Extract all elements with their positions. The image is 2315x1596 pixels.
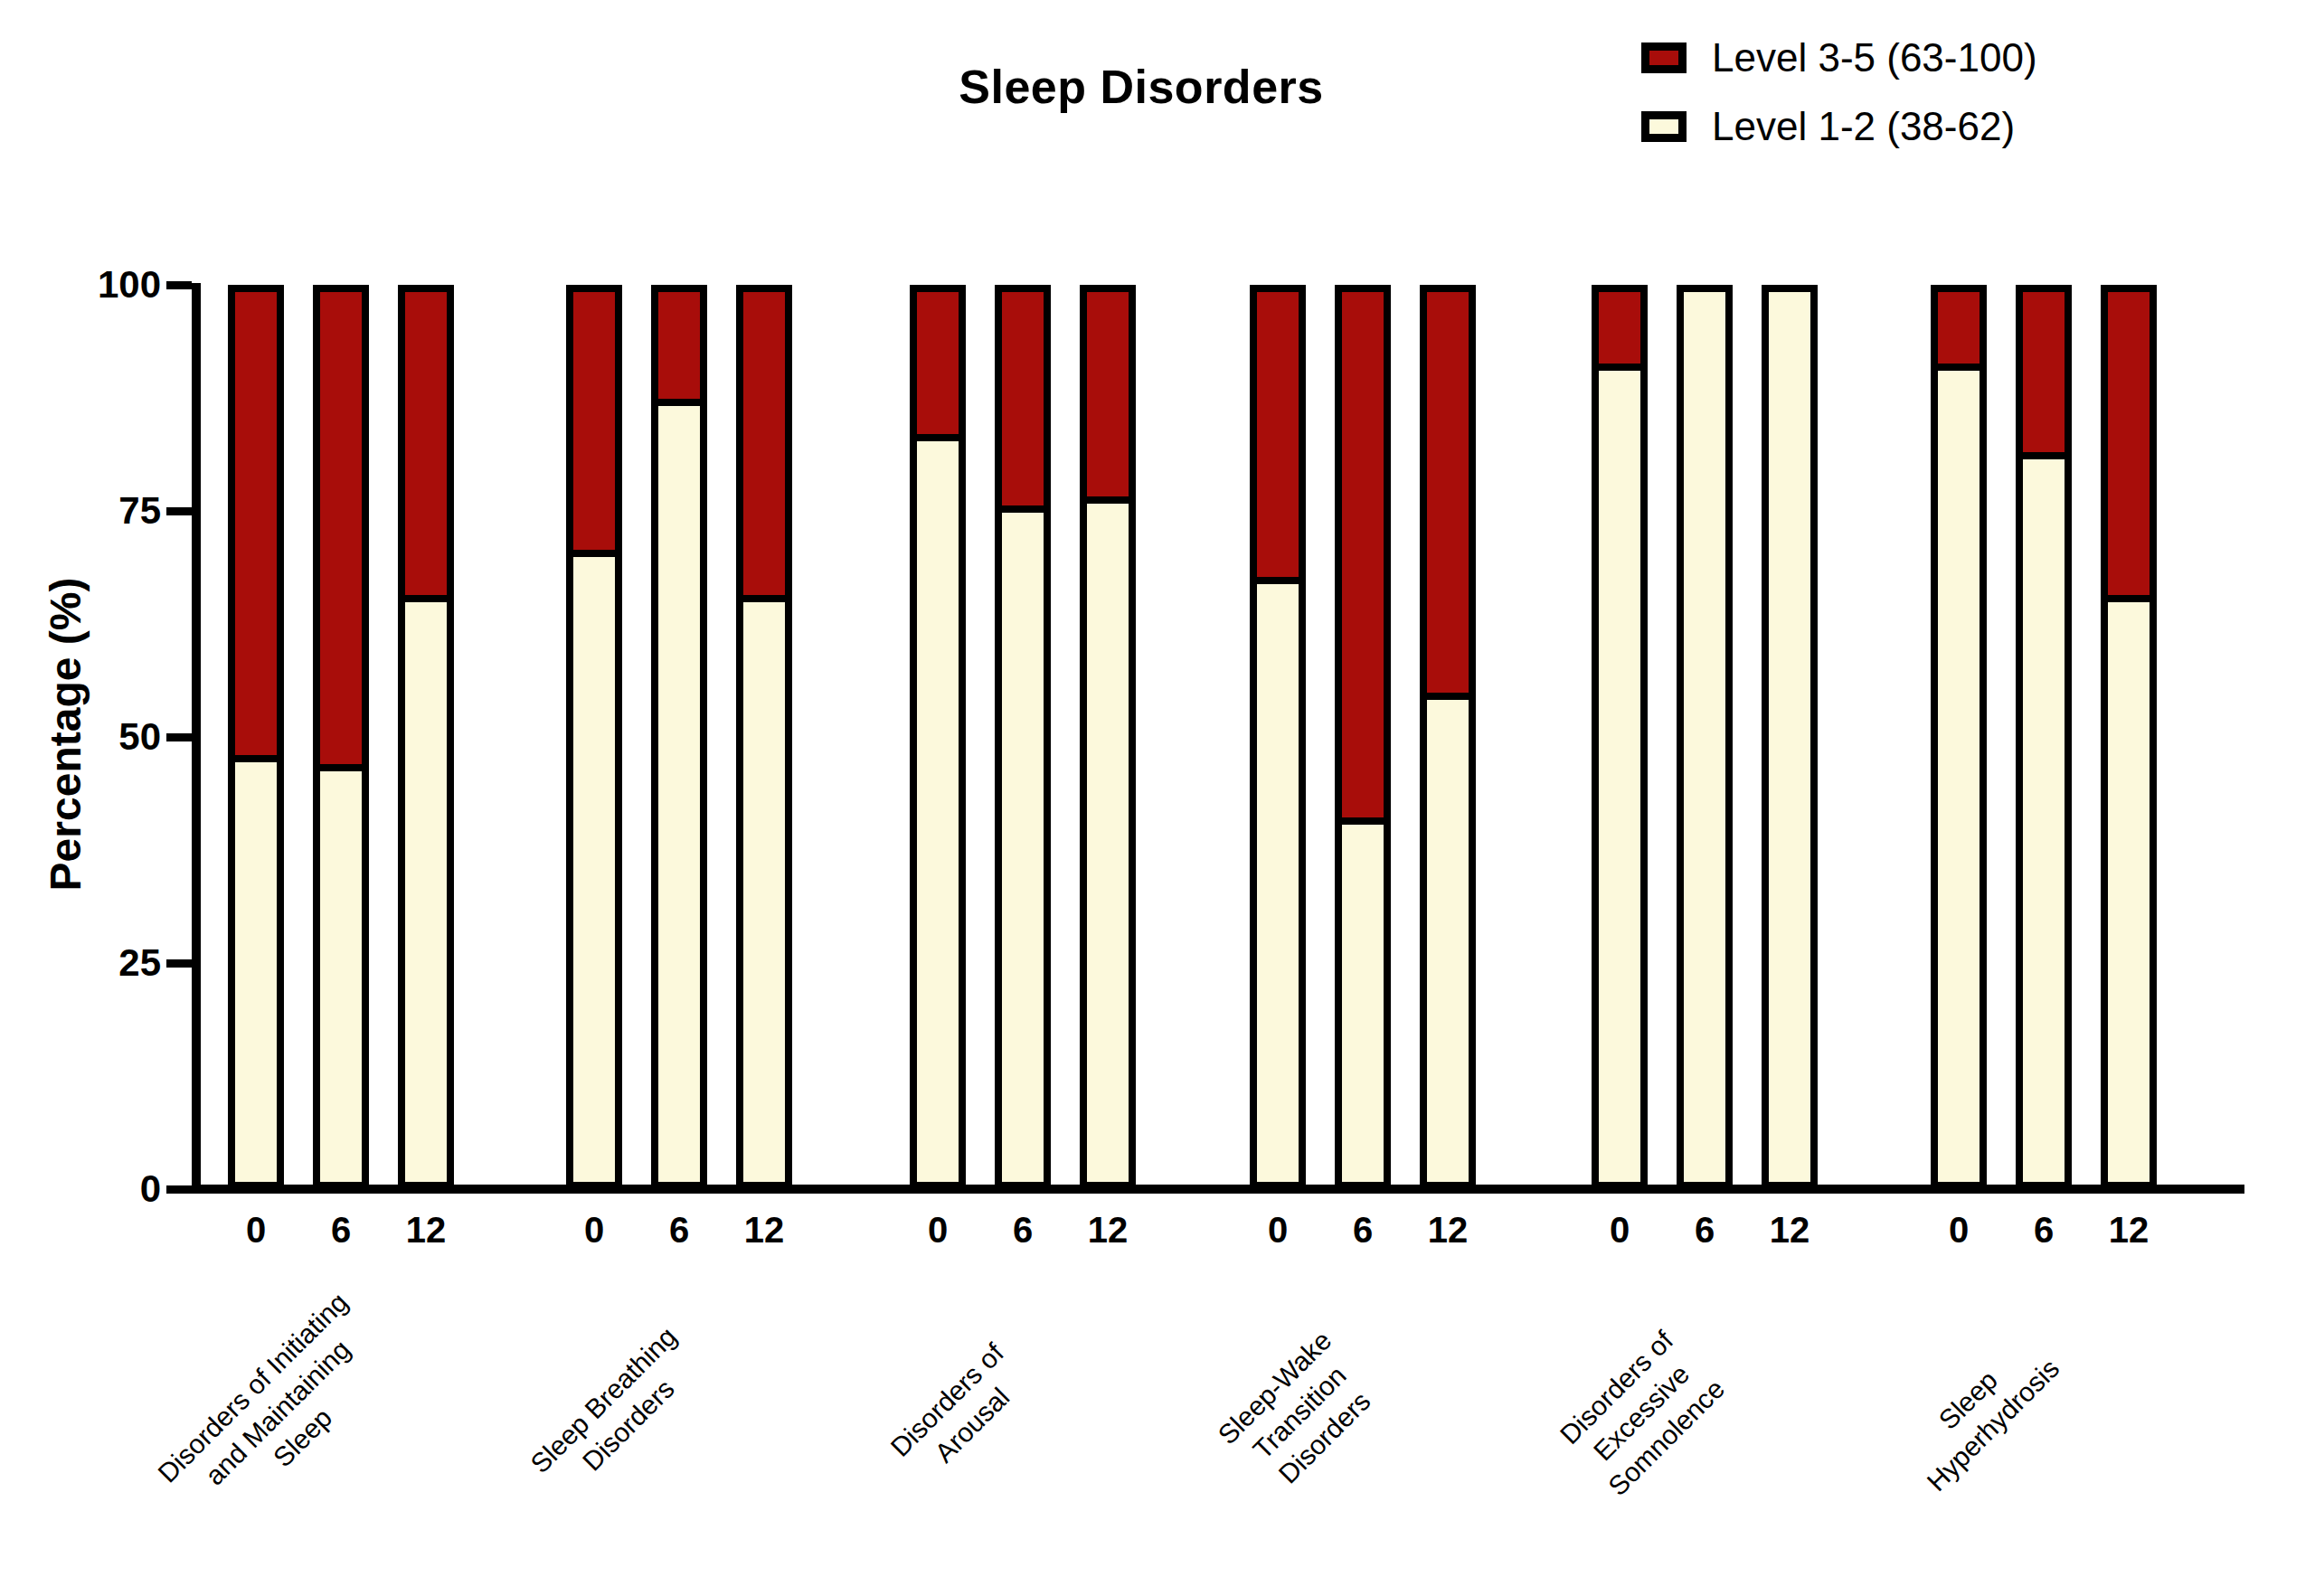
segment-level-1-2: [1769, 292, 1810, 1182]
segment-level-1-2: [320, 764, 362, 1182]
bar-g2-t0: [566, 285, 622, 1189]
category-label-group-3: Disorders of Arousal: [883, 1336, 1036, 1489]
segment-level-1-2: [1257, 577, 1299, 1182]
bar-g5-t6: [1677, 285, 1733, 1189]
bar-g6-t12: [2101, 285, 2157, 1189]
segment-level-3-5: [573, 292, 615, 550]
segment-level-3-5: [917, 292, 959, 434]
x-tick-label: 0: [549, 1210, 639, 1251]
y-tick-label: 25: [36, 944, 161, 982]
y-tick-label: 0: [36, 1170, 161, 1208]
segment-level-1-2: [405, 595, 447, 1182]
x-tick-label: 12: [719, 1210, 809, 1251]
category-label-group-2: Sleep Breathing Disorders: [523, 1319, 709, 1506]
segment-level-1-2: [658, 399, 700, 1182]
category-label-group-5: Disorders of Excessive Somnolence: [1551, 1322, 1733, 1504]
x-tick-label: 6: [1998, 1210, 2089, 1251]
segment-level-1-2: [1938, 364, 1980, 1182]
category-label-group-4: Sleep-Wake Transition Disorders: [1210, 1323, 1388, 1501]
legend-swatch-level-1-2: [1641, 111, 1687, 142]
segment-level-1-2: [2108, 595, 2150, 1182]
segment-level-3-5: [320, 292, 362, 764]
bar-g6-t0: [1931, 285, 1987, 1189]
segment-level-1-2: [917, 434, 959, 1182]
x-tick-label: 12: [1063, 1210, 1153, 1251]
y-tick-label: 100: [36, 266, 161, 304]
x-tick-label: 6: [296, 1210, 386, 1251]
bar-g4-t12: [1420, 285, 1476, 1189]
segment-level-1-2: [1087, 496, 1129, 1182]
chart-title: Sleep Disorders: [780, 60, 1503, 114]
bar-g3-t12: [1080, 285, 1136, 1189]
bar-g1-t6: [313, 285, 369, 1189]
bar-g2-t12: [736, 285, 792, 1189]
legend-entry-label: Level 3-5 (63-100): [1712, 36, 2037, 80]
bar-g2-t6: [651, 285, 707, 1189]
x-tick-label: 6: [978, 1210, 1068, 1251]
bar-g4-t6: [1335, 285, 1391, 1189]
x-tick-label: 12: [381, 1210, 471, 1251]
segment-level-3-5: [235, 292, 277, 755]
bar-g1-t12: [398, 285, 454, 1189]
x-tick-label: 6: [634, 1210, 724, 1251]
x-tick-label: 12: [1744, 1210, 1835, 1251]
segment-level-3-5: [1257, 292, 1299, 577]
category-label-group-1: Disorders of Initiating and Maintaining …: [150, 1285, 405, 1540]
segment-level-3-5: [1599, 292, 1640, 364]
segment-level-3-5: [1427, 292, 1469, 693]
bar-g6-t6: [2016, 285, 2072, 1189]
y-tick-mark: [166, 507, 192, 515]
x-tick-label: 0: [893, 1210, 983, 1251]
segment-level-1-2: [743, 595, 785, 1182]
legend: Level 3-5 (63-100) Level 1-2 (38-62): [1641, 36, 2037, 148]
segment-level-1-2: [1599, 364, 1640, 1182]
y-tick-mark: [166, 959, 192, 968]
segment-level-1-2: [1684, 292, 1725, 1182]
x-tick-label: 12: [2084, 1210, 2174, 1251]
segment-level-3-5: [743, 292, 785, 595]
bar-g3-t0: [910, 285, 966, 1189]
legend-swatch-level-3-5: [1641, 42, 1687, 73]
legend-entry: Level 3-5 (63-100): [1641, 36, 2037, 80]
y-tick-mark: [166, 1185, 192, 1194]
y-tick-mark: [166, 281, 192, 289]
segment-level-3-5: [2023, 292, 2065, 452]
segment-level-3-5: [2108, 292, 2150, 595]
segment-level-1-2: [1342, 817, 1384, 1182]
x-tick-label: 0: [211, 1210, 301, 1251]
x-tick-label: 12: [1403, 1210, 1493, 1251]
bar-g5-t0: [1592, 285, 1648, 1189]
segment-level-3-5: [1087, 292, 1129, 496]
x-tick-label: 0: [1913, 1210, 2004, 1251]
legend-entry: Level 1-2 (38-62): [1641, 105, 2037, 148]
segment-level-3-5: [405, 292, 447, 595]
segment-level-3-5: [1002, 292, 1044, 505]
y-tick-mark: [166, 733, 192, 741]
chart-figure: Sleep Disorders Level 3-5 (63-100)Level …: [0, 0, 2315, 1596]
x-tick-label: 6: [1318, 1210, 1408, 1251]
y-axis-line: [192, 283, 201, 1194]
bar-g4-t0: [1250, 285, 1306, 1189]
y-tick-label: 75: [36, 492, 161, 530]
bar-g3-t6: [995, 285, 1051, 1189]
x-tick-label: 6: [1659, 1210, 1750, 1251]
segment-level-3-5: [658, 292, 700, 399]
segment-level-1-2: [235, 755, 277, 1182]
y-tick-label: 50: [36, 718, 161, 756]
segment-level-3-5: [1342, 292, 1384, 817]
x-tick-label: 0: [1574, 1210, 1665, 1251]
bar-g5-t12: [1762, 285, 1818, 1189]
segment-level-1-2: [573, 550, 615, 1182]
legend-entry-label: Level 1-2 (38-62): [1712, 105, 2015, 148]
bar-g1-t0: [228, 285, 284, 1189]
category-label-group-6: Sleep Hyperhydrosis: [1895, 1327, 2067, 1499]
segment-level-1-2: [1427, 693, 1469, 1182]
segment-level-1-2: [2023, 452, 2065, 1182]
segment-level-1-2: [1002, 505, 1044, 1182]
x-tick-label: 0: [1233, 1210, 1323, 1251]
segment-level-3-5: [1938, 292, 1980, 364]
